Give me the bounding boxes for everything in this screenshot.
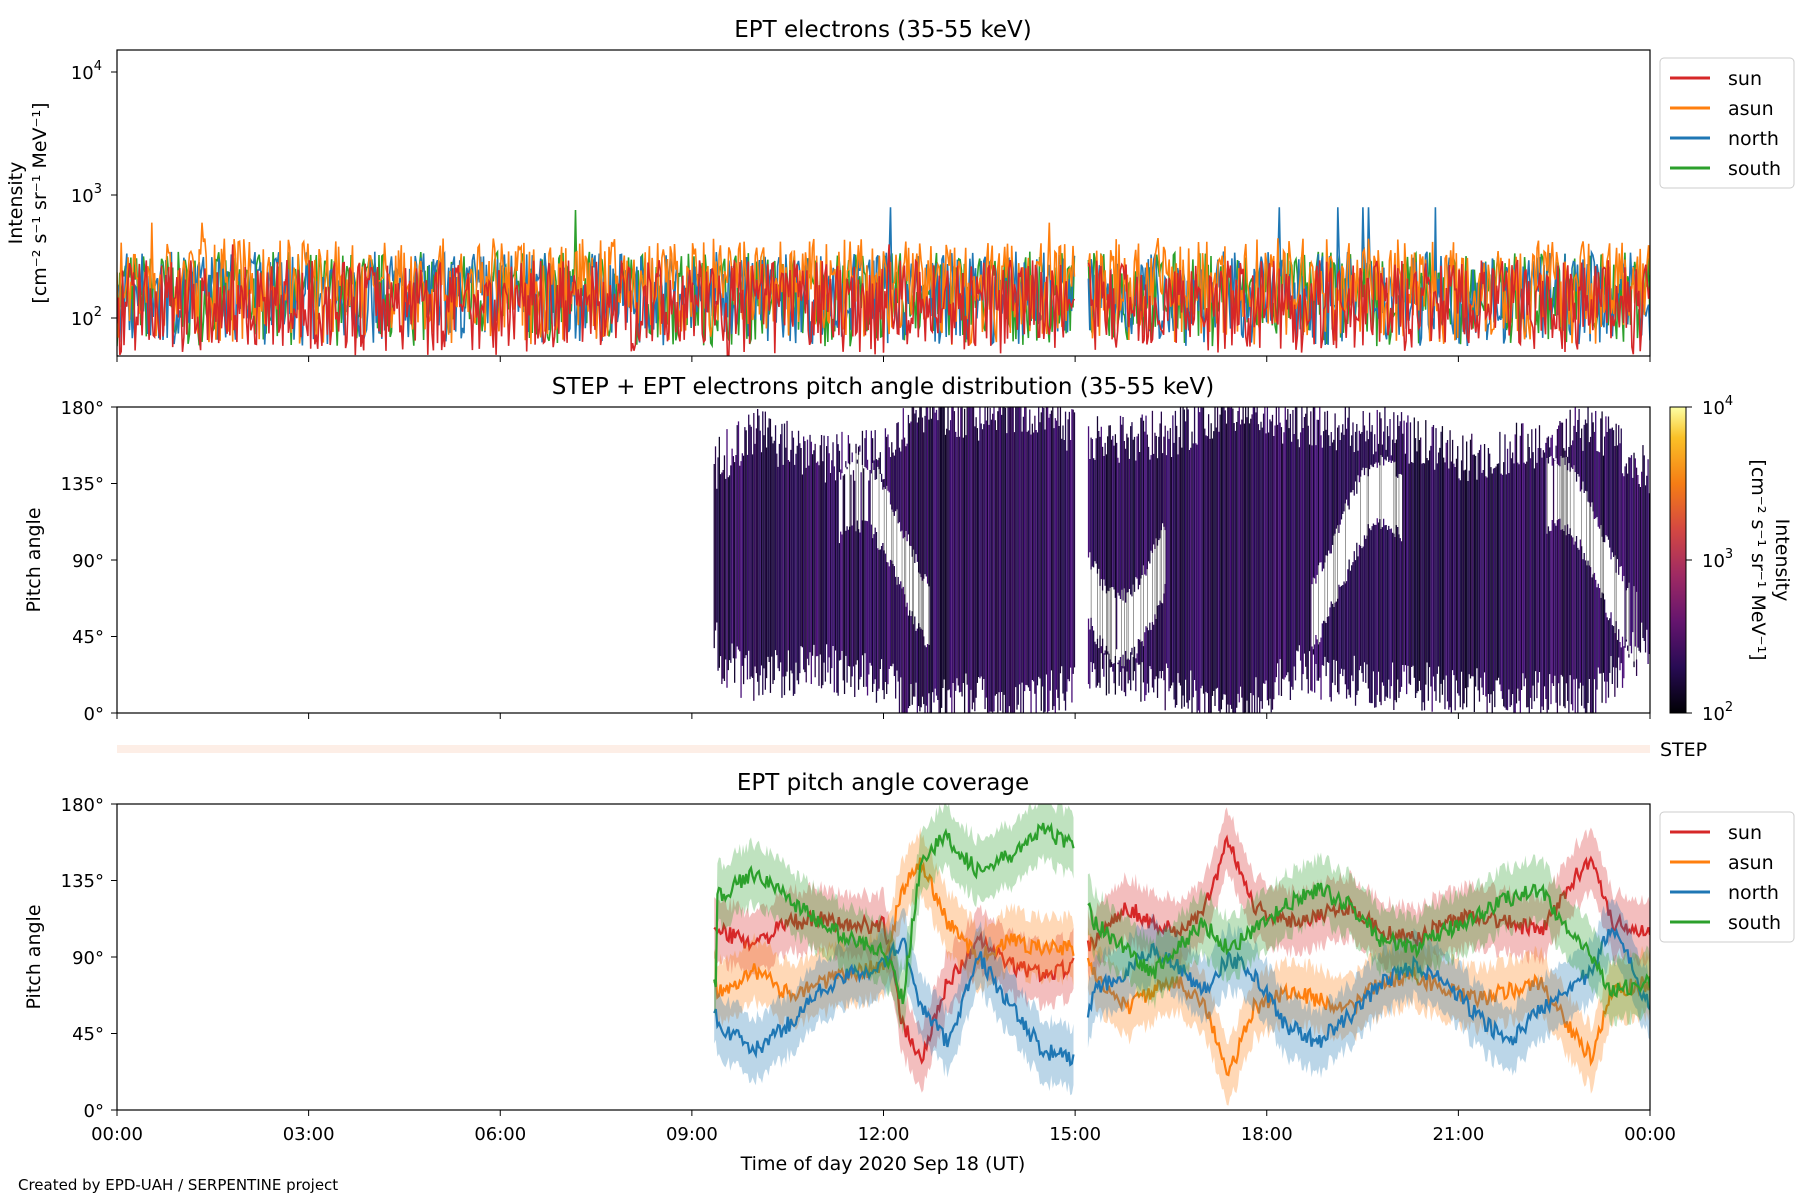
series-asun-line [1087,237,1650,345]
panel2-title: STEP + EPT electrons pitch angle distrib… [552,374,1214,400]
series-south-line [1087,882,1650,999]
legend-asun-label: asun [1728,852,1774,874]
panel1-ylabel-units: [cm⁻² s⁻¹ sr⁻¹ MeV⁻¹] [29,102,51,303]
series-sun-line [1087,259,1650,355]
colorbar-units: [cm⁻² s⁻¹ sr⁻¹ MeV⁻¹] [1747,459,1769,660]
panel1-ylabel: Intensity [5,162,27,245]
series-sun-band [714,881,1074,1093]
panel2-heatmap [713,407,1650,713]
series-asun-line [1086,957,1650,1077]
x-tick-label: 06:00 [474,1124,526,1145]
series-asun-band [1087,927,1650,1106]
x-axis-label: Time of day 2020 Sep 18 (UT) [740,1153,1026,1175]
legend-south-label: south [1728,158,1781,180]
colorbar-tick-label: 102 [1702,700,1733,725]
panel3-title: EPT pitch angle coverage [737,770,1029,796]
colorbar-gradient [1669,406,1687,714]
series-south-band [714,804,1074,1035]
series-south-line [713,821,1075,1005]
x-tick-label: 00:00 [91,1124,143,1145]
panel1-ytick-label: 102 [71,305,102,330]
x-tick-label: 12:00 [858,1124,910,1145]
series-sun-line [1086,834,1650,952]
panel1-ytick-label: 104 [71,59,102,84]
colorbar-tick-label: 104 [1702,394,1733,419]
x-tick-label: 21:00 [1432,1124,1484,1145]
x-tick-label: 09:00 [666,1124,718,1145]
panel2-ytick-label: 45° [72,627,104,648]
panel1-yticks: 104 103 102 [71,59,117,330]
panel2-yticks: 180° 135° 90° 45° 0° [61,398,117,725]
legend-sun-label: sun [1728,68,1762,90]
legend-south-label: south [1728,912,1781,934]
panel1-legend: sun asun north south [1659,57,1795,189]
step-label: STEP [1660,739,1707,761]
panel2-ytick-label: 135° [61,474,104,495]
panel3-ylabel: Pitch angle [23,904,45,1009]
x-axis-ticks: 00:00 03:00 06:00 09:00 12:00 15:00 18:00 21:00… [91,356,1676,1145]
panel2-ytick-label: 0° [84,704,104,725]
series-sun-band [1087,807,1650,982]
panel2-ytick-label: 90° [72,551,104,572]
panel3-yticks: 180° 135° 90° 45° 0° [61,795,117,1122]
series-asun-line [713,857,1075,1004]
legend-north-label: north [1728,882,1779,904]
series-north-line [1086,927,1650,1048]
panel3-ytick-label: 90° [72,948,104,969]
series-north-band [714,908,1074,1096]
panel3-plot-area [713,804,1650,1106]
series-sun-line [117,244,1076,356]
panel2-ylabel: Pitch angle [23,507,45,612]
colorbar-tick-label: 103 [1702,547,1733,572]
step-coverage-strip [117,745,1650,753]
panel1-ytick-label: 103 [71,182,102,207]
panel3-ytick-label: 180° [61,795,104,816]
legend-north-label: north [1728,128,1779,150]
x-tick-label: 18:00 [1241,1124,1293,1145]
panel3-ytick-label: 135° [61,871,104,892]
panel1-plot-area [117,207,1650,356]
legend-sun-label: sun [1728,822,1762,844]
panel2-ytick-label: 180° [61,398,104,419]
x-tick-label: 03:00 [283,1124,335,1145]
series-north-line [713,937,1075,1067]
colorbar-label: Intensity [1771,519,1793,602]
legend-asun-label: asun [1728,98,1774,120]
series-north-band [1087,898,1650,1079]
colorbar: 104 103 102 Intensity [cm⁻² s⁻¹ sr⁻¹ MeV… [1669,394,1793,725]
x-tick-label: 00:00 [1624,1124,1676,1145]
x-tick-label: 15:00 [1049,1124,1101,1145]
panel3-legend: sun asun north south [1659,811,1795,943]
footer-credit: Created by EPD-UAH / SERPENTINE project [18,1176,338,1194]
panel1-title: EPT electrons (35-55 keV) [734,17,1031,43]
panel3-ytick-label: 0° [84,1101,104,1122]
panel3-ytick-label: 45° [72,1024,104,1045]
